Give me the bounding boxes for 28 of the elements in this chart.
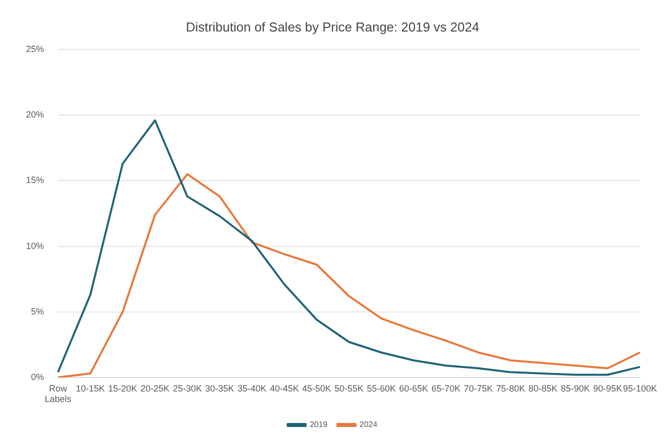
x-tick-label: 10-15K [76,383,105,394]
x-tick-label: Row Labels [44,383,72,404]
y-tick-label: 0% [31,372,44,382]
x-tick-label: 35-40K [237,383,267,394]
y-tick-label: 15% [26,175,44,186]
x-tick-label: 75-80K [496,383,526,394]
x-tick-label: 80-85K [528,383,558,394]
x-tick-label: 85-90K [560,383,590,394]
x-tick-label: 95-100K [622,383,657,394]
x-tick-label: 15-20K [108,383,138,394]
x-tick-label: 50-55K [334,383,364,394]
x-tick-label: 20-25K [140,383,170,394]
x-tick-label: 30-35K [205,383,234,394]
x-tick-label: 25-30K [172,383,202,394]
legend-label: 2024 [360,420,378,430]
y-tick-label: 25% [26,44,44,54]
y-tick-label: 20% [26,110,44,120]
x-tick-label: 60-65K [399,383,428,394]
legend-label: 2019 [310,420,328,430]
y-tick-label: 5% [31,306,44,316]
x-tick-label: 45-50K [302,383,332,394]
x-tick-label: 90-95K [593,383,622,394]
chart-title: Distribution of Sales by Price Range: 2019 vs 2024 [186,19,480,34]
y-tick-label: 10% [26,240,44,251]
x-tick-label: 65-70K [431,383,461,394]
x-tick-label: 70-75K [464,383,493,394]
x-tick-label: 55-60K [366,383,396,394]
x-tick-label: 40-45K [270,383,299,394]
